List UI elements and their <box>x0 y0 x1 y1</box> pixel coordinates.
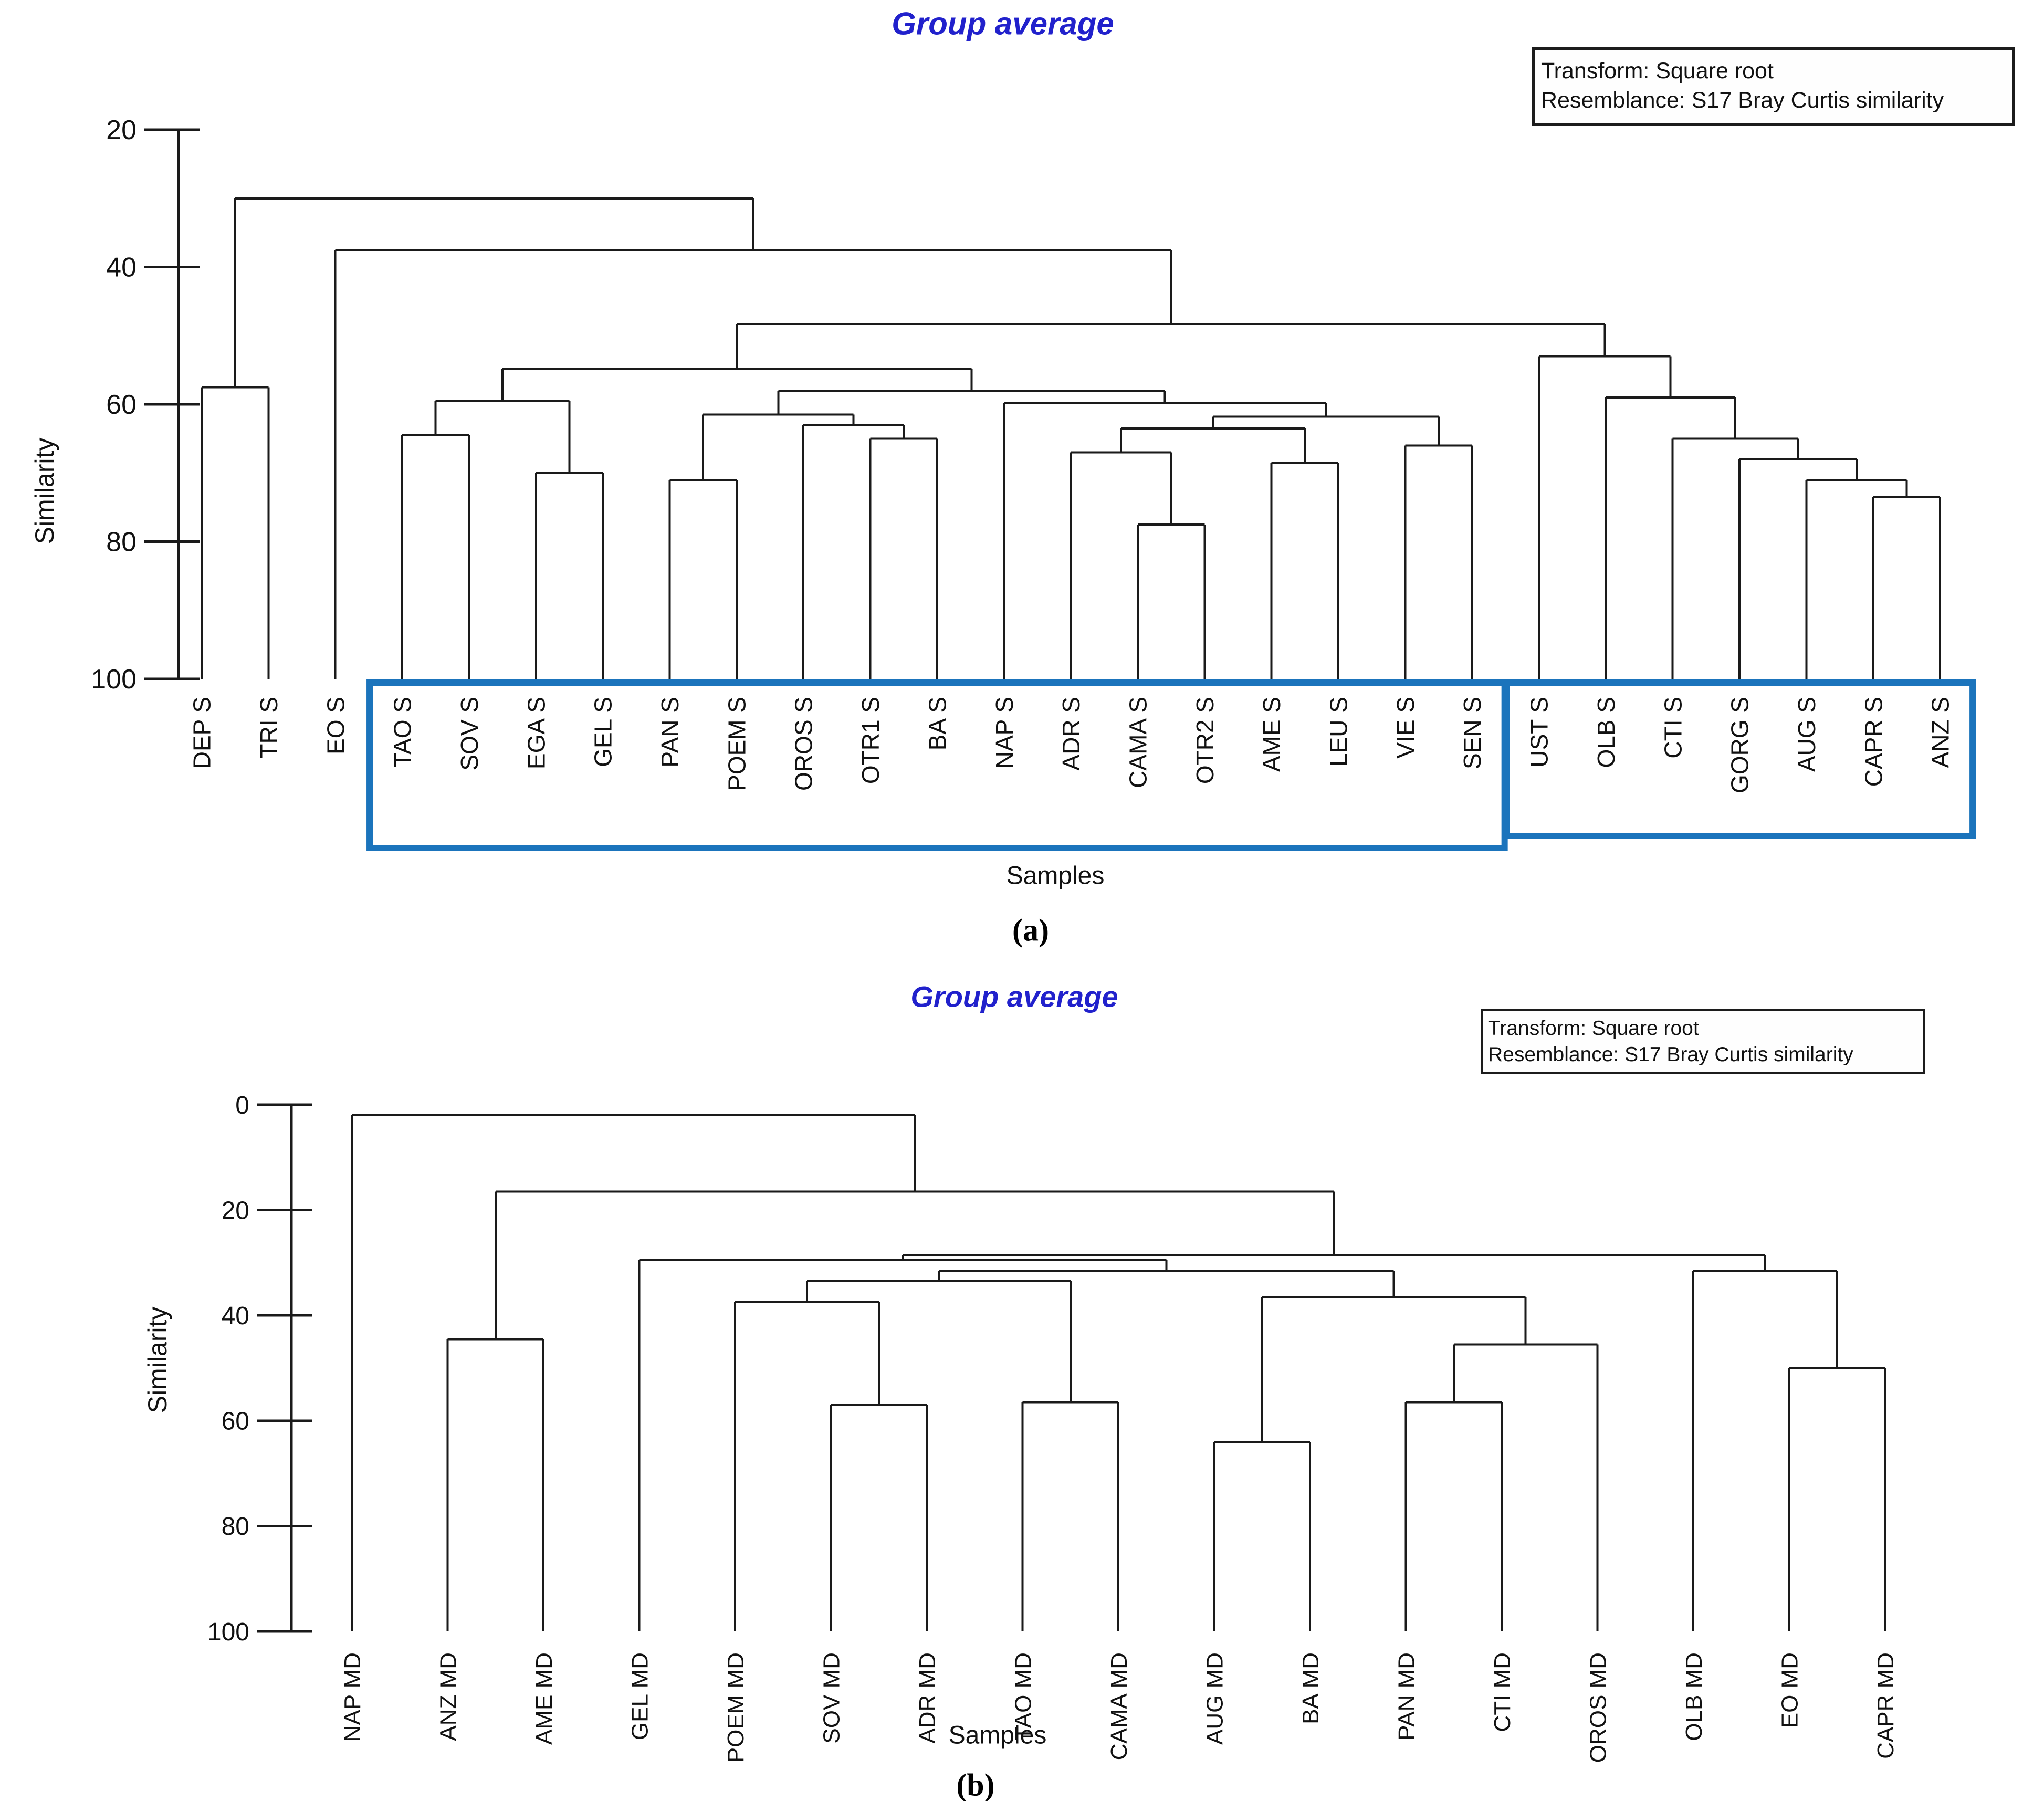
leaf-label-gel-s: GEL S <box>590 697 617 767</box>
leaf-label-olb-s: OLB S <box>1592 697 1620 768</box>
chart-b-x-axis-label: Samples <box>948 1721 1047 1750</box>
leaf-label-anz-md: ANZ MD <box>435 1652 461 1741</box>
leaf-label-pan-md: PAN MD <box>1393 1652 1419 1741</box>
chart-a-transform-note: Transform: Square root <box>1541 58 1774 83</box>
leaf-label-ba-md: BA MD <box>1298 1652 1324 1724</box>
leaf-label-tao-md: TAO MD <box>1010 1652 1036 1741</box>
y-axis-tick-label: 40 <box>106 253 137 283</box>
leaf-label-sen-s: SEN S <box>1459 697 1486 769</box>
leaf-label-ame-s: AME S <box>1258 697 1285 772</box>
chart-a-caption: (a) <box>1012 913 1049 948</box>
chart-b-resemblance-note: Resemblance: S17 Bray Curtis similarity <box>1488 1043 1853 1066</box>
leaf-label-ba-s: BA S <box>924 697 951 750</box>
chart-b-transform-note: Transform: Square root <box>1488 1017 1699 1040</box>
leaf-label-gel-md: GEL MD <box>627 1652 653 1740</box>
leaf-label-pan-s: PAN S <box>656 697 684 768</box>
chart-a-y-axis-label: Similarity <box>30 437 59 545</box>
leaf-label-cama-s: CAMA S <box>1124 697 1151 788</box>
chart-b-y-axis-label: Similarity <box>143 1306 172 1413</box>
leaf-label-sov-md: SOV MD <box>819 1652 844 1744</box>
leaf-label-nap-s: NAP S <box>991 697 1018 769</box>
y-axis-tick-label: 80 <box>106 527 137 558</box>
leaf-label-tao-s: TAO S <box>389 697 416 768</box>
leaf-label-eo-s: EO S <box>322 697 349 755</box>
leaf-label-oros-s: OROS S <box>790 697 817 791</box>
y-axis-tick-label: 60 <box>222 1408 249 1436</box>
leaf-label-sov-s: SOV S <box>456 697 483 771</box>
chart-a-title: Group average <box>892 6 1114 41</box>
y-axis-tick-label: 20 <box>222 1197 249 1224</box>
leaf-label-capr-s: CAPR S <box>1860 697 1887 787</box>
cluster-highlight-box <box>1503 679 1976 839</box>
leaf-label-vie-s: VIE S <box>1392 697 1419 759</box>
leaf-label-nap-md: NAP MD <box>340 1652 365 1742</box>
chart-a-x-axis-label: Samples <box>1006 862 1105 890</box>
leaf-label-leu-s: LEU S <box>1325 697 1353 767</box>
leaf-label-olb-md: OLB MD <box>1681 1652 1707 1741</box>
leaf-label-dep-s: DEP S <box>188 697 216 769</box>
y-axis-tick-label: 40 <box>222 1302 249 1330</box>
leaf-label-adr-md: ADR MD <box>915 1652 940 1744</box>
leaf-label-eo-md: EO MD <box>1777 1652 1802 1728</box>
chart-b-title: Group average <box>910 980 1118 1013</box>
y-axis-tick-label: 20 <box>106 115 137 145</box>
leaf-label-ame-md: AME MD <box>531 1652 557 1745</box>
leaf-label-otr1-s: OTR1 S <box>857 697 884 784</box>
chart-b-caption: (b) <box>956 1767 995 1801</box>
leaf-label-aug-s: AUG S <box>1793 697 1820 772</box>
leaf-label-cti-md: CTI MD <box>1490 1652 1515 1732</box>
leaf-label-tri-s: TRI S <box>255 697 282 759</box>
leaf-label-poem-s: POEM S <box>723 697 750 791</box>
y-axis-tick-label: 100 <box>207 1618 249 1646</box>
leaf-label-anz-s: ANZ S <box>1927 697 1954 768</box>
chart-a-resemblance-note: Resemblance: S17 Bray Curtis similarity <box>1541 88 1944 113</box>
leaf-label-cama-md: CAMA MD <box>1106 1652 1132 1760</box>
leaf-label-aug-md: AUG MD <box>1202 1652 1228 1745</box>
y-axis-tick-label: 100 <box>91 664 137 695</box>
chart-b-annotation-box: Transform: Square root Resemblance: S17 … <box>1481 1009 1925 1074</box>
leaf-label-ega-s: EGA S <box>522 697 550 769</box>
leaf-label-ust-s: UST S <box>1526 697 1553 768</box>
y-axis-tick-label: 0 <box>235 1092 249 1119</box>
y-axis-tick-label: 80 <box>222 1513 249 1541</box>
y-axis-tick-label: 60 <box>106 390 137 420</box>
chart-a-annotation-box: Transform: Square root Resemblance: S17 … <box>1532 47 2015 126</box>
leaf-label-cti-s: CTI S <box>1659 697 1686 759</box>
leaf-label-capr-md: CAPR MD <box>1873 1652 1899 1759</box>
leaf-label-otr2-s: OTR2 S <box>1191 697 1219 784</box>
leaf-label-poem-md: POEM MD <box>723 1652 749 1763</box>
leaf-label-gorg-s: GORG S <box>1726 697 1754 793</box>
leaf-label-oros-md: OROS MD <box>1585 1652 1611 1763</box>
leaf-label-adr-s: ADR S <box>1057 697 1085 771</box>
